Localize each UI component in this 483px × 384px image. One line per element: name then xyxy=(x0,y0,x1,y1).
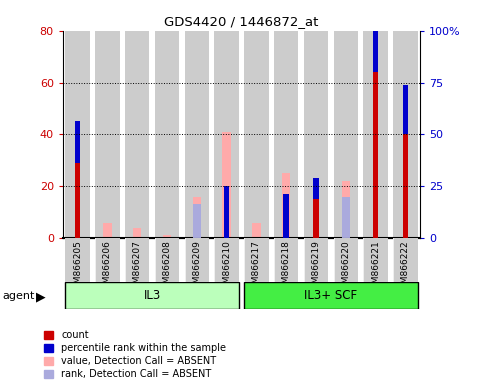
Bar xyxy=(66,31,90,238)
Legend: count, percentile rank within the sample, value, Detection Call = ABSENT, rank, : count, percentile rank within the sample… xyxy=(43,330,226,379)
Bar xyxy=(282,173,290,238)
Text: GSM866205: GSM866205 xyxy=(73,240,82,295)
Bar xyxy=(304,31,328,238)
Text: GSM866206: GSM866206 xyxy=(103,240,112,295)
Bar xyxy=(274,238,298,282)
Bar xyxy=(125,31,149,238)
Bar xyxy=(403,134,408,238)
Text: GSM866208: GSM866208 xyxy=(163,240,171,295)
Text: GSM866218: GSM866218 xyxy=(282,240,291,295)
Bar xyxy=(252,223,260,238)
Text: GSM866209: GSM866209 xyxy=(192,240,201,295)
Text: GSM866220: GSM866220 xyxy=(341,240,350,295)
Bar xyxy=(224,186,229,238)
Bar xyxy=(66,282,239,309)
Bar xyxy=(334,31,358,238)
Bar xyxy=(163,235,171,238)
Bar xyxy=(284,194,289,238)
Text: GSM866210: GSM866210 xyxy=(222,240,231,295)
Bar xyxy=(393,31,417,238)
Bar xyxy=(125,238,149,282)
Bar xyxy=(244,238,269,282)
Bar xyxy=(185,31,209,238)
Text: IL3: IL3 xyxy=(143,289,161,302)
Bar xyxy=(103,223,112,238)
Title: GDS4420 / 1446872_at: GDS4420 / 1446872_at xyxy=(164,15,319,28)
Bar xyxy=(274,31,298,238)
Text: GSM866221: GSM866221 xyxy=(371,240,380,295)
Bar xyxy=(403,85,408,134)
Bar xyxy=(363,238,388,282)
Bar xyxy=(363,31,388,238)
Bar xyxy=(75,163,80,238)
Bar xyxy=(373,2,378,72)
Text: IL3+ SCF: IL3+ SCF xyxy=(304,289,357,302)
Text: GSM866219: GSM866219 xyxy=(312,240,320,295)
Bar xyxy=(95,238,120,282)
Bar xyxy=(193,204,201,238)
Bar xyxy=(75,121,80,163)
Bar xyxy=(244,282,417,309)
Bar xyxy=(185,238,209,282)
Bar xyxy=(244,31,269,238)
Text: ▶: ▶ xyxy=(36,290,46,303)
Bar xyxy=(313,179,319,199)
Bar xyxy=(95,31,120,238)
Bar xyxy=(341,197,350,238)
Bar xyxy=(223,132,231,238)
Bar xyxy=(155,31,179,238)
Text: GSM866217: GSM866217 xyxy=(252,240,261,295)
Text: GSM866222: GSM866222 xyxy=(401,240,410,295)
Bar xyxy=(313,199,319,238)
Bar xyxy=(66,238,90,282)
Bar xyxy=(304,238,328,282)
Bar xyxy=(341,181,350,238)
Bar xyxy=(193,197,201,238)
Text: agent: agent xyxy=(2,291,35,301)
Bar xyxy=(334,238,358,282)
Bar xyxy=(155,238,179,282)
Bar xyxy=(133,228,142,238)
Bar xyxy=(373,72,378,238)
Bar xyxy=(393,238,417,282)
Bar xyxy=(214,31,239,238)
Bar xyxy=(214,238,239,282)
Text: GSM866207: GSM866207 xyxy=(133,240,142,295)
